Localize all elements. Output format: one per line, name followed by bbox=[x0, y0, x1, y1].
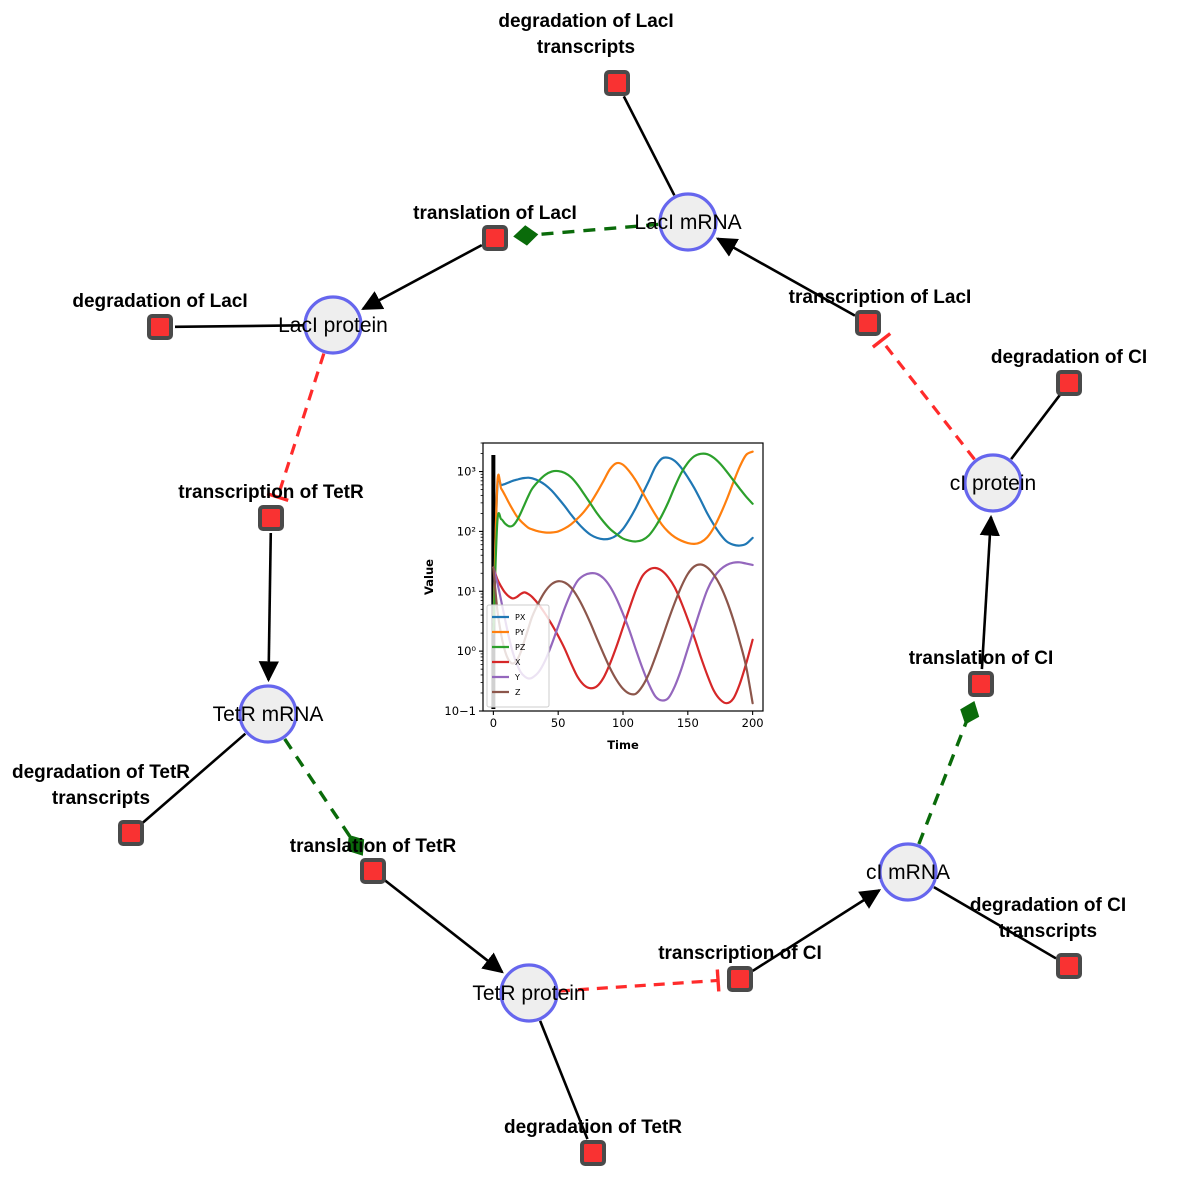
reaction-label-deg_tetr: degradation of TetR bbox=[504, 1117, 682, 1138]
edge-layer bbox=[141, 95, 1061, 1140]
chart-series-X bbox=[492, 566, 754, 705]
edge-substrate-tetr_mrna-to-deg_tetr_tr bbox=[141, 732, 247, 825]
chart-legend-label-X: X bbox=[515, 658, 521, 667]
reaction-node-deg_laci_tr[interactable] bbox=[604, 70, 630, 96]
reaction-node-deg_ci[interactable] bbox=[1056, 370, 1082, 396]
reaction-node-transcr_tetr[interactable] bbox=[258, 505, 284, 531]
chart-legend: PX PY PZ XYZ bbox=[486, 604, 550, 708]
timecourse-inset-plot: 10−1 10⁰ 10¹ 10² 10³ 0 50 100 150 200 PX PY PZ X Y Z … bbox=[417, 437, 767, 757]
edge-substrate-transcr_laci-to-laci_mrna bbox=[715, 237, 856, 317]
edge-substrate-transcr_tetr-to-tetr_mrna bbox=[258, 532, 279, 683]
edge-substrate-transl_tetr-to-tetr_prot bbox=[384, 879, 504, 974]
reaction-node-deg_tetr_tr[interactable] bbox=[118, 820, 144, 846]
reaction-label-deg_laci: degradation of LacI bbox=[72, 291, 247, 312]
chart-series-PY bbox=[492, 450, 754, 635]
edge-inhibition-ci_prot-to-transcr_laci bbox=[880, 339, 976, 461]
chart-series-PX bbox=[492, 456, 754, 624]
chart-y-axis-title: Value bbox=[422, 559, 436, 595]
chart-x-axis: 0 50 100 150 200 bbox=[490, 711, 764, 730]
chart-y-axis: 10−1 10⁰ 10¹ 10² 10³ bbox=[444, 442, 483, 718]
reaction-node-deg_tetr[interactable] bbox=[580, 1140, 606, 1166]
edge-inhibition-laci_prot-to-transcr_tetr bbox=[276, 353, 326, 498]
reaction-node-transl_tetr[interactable] bbox=[360, 858, 386, 884]
species-node-ci_mrna[interactable] bbox=[878, 842, 938, 902]
chart-legend-label-PX: PX bbox=[515, 613, 526, 622]
reaction-label-transl_tetr: translation of TetR bbox=[290, 836, 457, 857]
edge-catalysis-tetr_mrna-to-transl_tetr bbox=[283, 737, 365, 856]
chart-series-PZ bbox=[492, 452, 754, 635]
edge-substrate-laci_prot-to-deg_laci bbox=[174, 324, 304, 329]
chart-legend-label-Z: Z bbox=[515, 688, 521, 697]
edge-substrate-transl_ci-to-ci_prot bbox=[979, 514, 1000, 670]
chart-x-tick-label: 200 bbox=[742, 716, 764, 730]
chart-y-tick-label: 10¹ bbox=[457, 584, 476, 598]
reaction-node-transcr_laci[interactable] bbox=[855, 310, 881, 336]
chart-x-tick-label: 50 bbox=[551, 716, 566, 730]
chart-legend-label-PZ: PZ bbox=[515, 643, 526, 652]
reaction-node-deg_ci_tr[interactable] bbox=[1056, 953, 1082, 979]
species-label-ci_prot: cI protein bbox=[950, 472, 1036, 495]
reaction-label-transl_laci: translation of LacI bbox=[413, 203, 577, 224]
edge-substrate-ci_mrna-to-deg_ci_tr bbox=[933, 886, 1057, 960]
edge-substrate-transl_laci-to-laci_prot bbox=[361, 243, 483, 311]
reaction-node-transl_ci[interactable] bbox=[968, 671, 994, 697]
inhibition-tee-head-ci_prot-to-transcr_laci bbox=[871, 332, 892, 349]
chart-y-tick-label: 10⁰ bbox=[457, 644, 477, 658]
reaction-label-deg_tetr_tr: degradation of TetR transcripts bbox=[12, 762, 190, 809]
reaction-label-deg_ci_tr: degradation of CI transcripts bbox=[970, 895, 1126, 942]
species-label-laci_mrna: LacI mRNA bbox=[634, 211, 741, 234]
species-node-tetr_mrna[interactable] bbox=[238, 684, 298, 744]
species-label-tetr_mrna: TetR mRNA bbox=[213, 703, 324, 726]
edge-catalysis-ci_mrna-to-transl_ci bbox=[917, 701, 980, 845]
chart-legend-background bbox=[486, 604, 550, 708]
label-layer: LacI mRNA LacI protein TetR mRNA TetR prote… bbox=[12, 11, 1147, 1138]
species-node-tetr_prot[interactable] bbox=[499, 963, 559, 1023]
species-label-laci_prot: LacI protein bbox=[278, 314, 388, 337]
edge-substrate-transcr_ci-to-ci_mrna bbox=[751, 889, 882, 973]
reaction-label-transcr_tetr: transcription of TetR bbox=[178, 482, 364, 503]
species-node-laci_prot[interactable] bbox=[303, 295, 363, 355]
inhibition-tee-head-tetr_prot-to-transcr_ci bbox=[715, 969, 721, 992]
edge-substrate-laci_mrna-to-deg_laci_tr bbox=[622, 95, 676, 196]
species-label-ci_mrna: cI mRNA bbox=[866, 861, 950, 884]
edge-substrate-tetr_prot-to-deg_tetr bbox=[538, 1020, 589, 1140]
reaction-node-transcr_ci[interactable] bbox=[727, 966, 753, 992]
species-node-laci_mrna[interactable] bbox=[658, 192, 718, 252]
chart-y-tick-label: 10³ bbox=[457, 465, 477, 479]
edge-substrate-ci_prot-to-deg_ci bbox=[1010, 394, 1061, 460]
edge-inhibition-tetr_prot-to-transcr_ci bbox=[558, 978, 719, 993]
reaction-node-deg_laci[interactable] bbox=[147, 314, 173, 340]
chart-y-tick-label: 10² bbox=[457, 524, 476, 538]
chart-legend-label-PY: PY bbox=[515, 628, 525, 637]
chart-x-tick-label: 0 bbox=[490, 716, 497, 730]
species-label-tetr_prot: TetR protein bbox=[472, 982, 585, 1005]
node-layer bbox=[118, 70, 1082, 1166]
edge-catalysis-laci_mrna-to-transl_laci bbox=[513, 222, 659, 246]
inhibition-tee-head-laci_prot-to-transcr_tetr bbox=[266, 492, 289, 503]
chart-y-tick-label: 10−1 bbox=[444, 704, 476, 718]
reaction-node-transl_laci[interactable] bbox=[482, 225, 508, 251]
reaction-label-transcr_ci: transcription of CI bbox=[658, 943, 822, 964]
chart-legend-label-Y: Y bbox=[514, 673, 520, 682]
chart-x-axis-title: Time bbox=[607, 738, 639, 752]
reaction-label-deg_ci: degradation of CI bbox=[991, 347, 1147, 368]
reaction-label-deg_laci_tr: degradation of LacI transcripts bbox=[498, 11, 673, 58]
reaction-label-transl_ci: translation of CI bbox=[909, 648, 1054, 669]
reaction-label-transcr_laci: transcription of LacI bbox=[789, 287, 972, 308]
chart-x-tick-label: 100 bbox=[612, 716, 634, 730]
species-node-ci_prot[interactable] bbox=[963, 453, 1023, 513]
chart-x-tick-label: 150 bbox=[677, 716, 699, 730]
